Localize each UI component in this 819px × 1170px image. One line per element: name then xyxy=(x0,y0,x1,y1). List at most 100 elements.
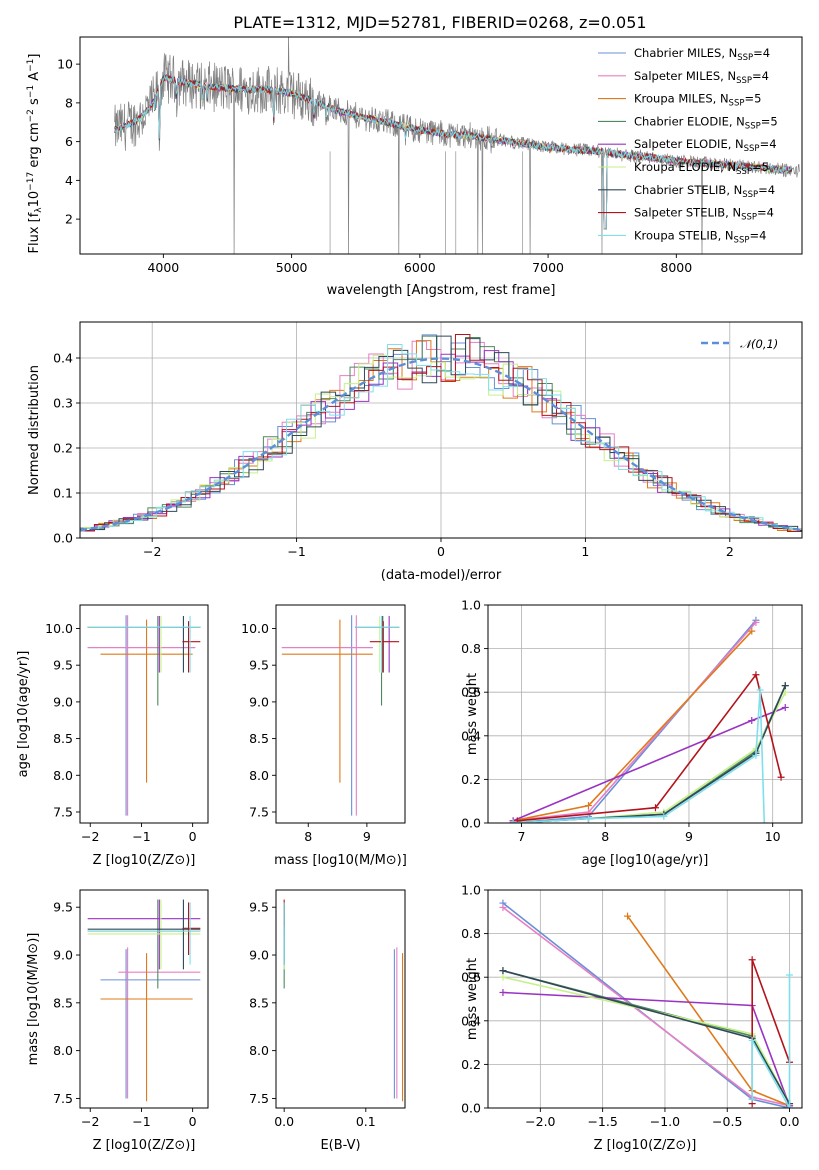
plot-area xyxy=(80,333,802,533)
y-tick-label: 9.5 xyxy=(249,900,269,915)
y-tick-label: 2 xyxy=(65,212,73,227)
y-tick-label: 7.5 xyxy=(53,804,73,819)
legend-label: Kroupa MILES, NSSP=5 xyxy=(634,92,761,109)
y-tick-label: 0.4 xyxy=(53,351,73,366)
series-line xyxy=(502,976,791,1104)
y-tick-label: 7.5 xyxy=(249,804,269,819)
series-line xyxy=(513,685,787,823)
legend-name: Kroupa ELODIE, N xyxy=(634,160,736,174)
x-axis-label: age [log10(age/yr)] xyxy=(582,853,709,868)
x-axis-label: E(B-V) xyxy=(320,1138,360,1153)
y-tick-label: 0.2 xyxy=(53,441,73,456)
panel-spectrum: 4000 5000 6000 7000 8000 2 4 6 8 10 wavelength [An… xyxy=(26,36,803,298)
plot-area xyxy=(87,615,201,816)
y-tick-label: 9.0 xyxy=(249,948,269,963)
x-tick-label: −1.5 xyxy=(587,1114,617,1129)
axes-frame xyxy=(79,36,803,255)
series-line xyxy=(751,975,791,1108)
legend-name: Salpeter STELIB, N xyxy=(634,206,741,220)
legend-tail: =5 xyxy=(761,114,778,128)
legend-tail: =4 xyxy=(753,46,770,60)
legend-sub: SSP xyxy=(736,76,752,86)
legend-tail: =4 xyxy=(757,206,774,220)
x-tick-label: 0 xyxy=(189,829,197,844)
x-axis-label: mass [log10(M/M⊙)] xyxy=(274,853,407,868)
series-line xyxy=(512,706,786,822)
data-point-marker xyxy=(584,815,592,823)
x-tick-label: −2 xyxy=(143,544,161,559)
legend-sub: SSP xyxy=(745,121,761,131)
y-tick-label: 8.5 xyxy=(53,995,73,1010)
x-tick-label: 0.1 xyxy=(356,1114,376,1129)
x-tick-label: 7 xyxy=(518,829,526,844)
legend-name: Salpeter ELODIE, N xyxy=(634,137,744,151)
data-point-marker xyxy=(781,703,789,711)
legend-sub: SSP xyxy=(744,144,760,154)
data-point-marker xyxy=(660,812,668,820)
model-spectrum-line xyxy=(114,73,792,230)
legend-sub: SSP xyxy=(736,167,752,177)
data-point-marker xyxy=(509,819,517,823)
axes-frame xyxy=(275,889,406,1109)
x-tick-label: 1 xyxy=(581,544,589,559)
y-axis-label: mass weight xyxy=(465,673,480,755)
legend-name: Kroupa STELIB, N xyxy=(634,228,734,242)
x-tick-label: 9 xyxy=(363,829,371,844)
plot-area xyxy=(283,899,404,1102)
histogram-step xyxy=(80,354,802,532)
x-tick-label: −0.5 xyxy=(712,1114,742,1129)
data-point-marker xyxy=(748,627,756,635)
legend-sub: SSP xyxy=(734,235,750,245)
x-axis-label: Z [log10(Z/Z⊙)] xyxy=(93,853,196,868)
y-tick-label: 0.0 xyxy=(461,1101,481,1116)
x-tick-label: 5000 xyxy=(276,260,308,275)
legend-label: Kroupa ELODIE, NSSP=5 xyxy=(634,160,769,177)
axes-frame xyxy=(487,604,803,824)
y-tick-label: 0.1 xyxy=(53,486,73,501)
x-tick-label: 8000 xyxy=(660,260,692,275)
series-line xyxy=(513,689,766,823)
data-point-marker xyxy=(748,1095,756,1103)
x-tick-label: 9 xyxy=(685,829,693,844)
panel-mass_weight_vs_Z: −2.0 −1.5 −1.0 −0.5 0.0 0.0 0.2 0.4 0.6 0.8 1.0 Z [… xyxy=(461,883,803,1153)
legend-tail: =5 xyxy=(752,160,769,174)
legend-name: Chabrier MILES, N xyxy=(634,46,737,60)
data-point-marker xyxy=(748,1036,756,1044)
panel-mass_vs_Z: −2 −1 0 7.5 8.0 8.5 9.0 9.5 Z [log10(Z/Z⊙)] mass … xyxy=(26,889,209,1153)
legend-label: Kroupa STELIB, NSSP=4 xyxy=(634,228,766,245)
figure-title: PLATE=1312, MJD=52781, FIBERID=0268, z=0… xyxy=(233,13,646,32)
y-tick-label: 0.6 xyxy=(461,970,481,985)
legend-label: Chabrier ELODIE, NSSP=5 xyxy=(634,114,778,131)
data-point-marker xyxy=(748,717,756,725)
y-tick-label: 0.0 xyxy=(53,531,73,546)
y-axis-label: age [log10(age/yr)] xyxy=(16,651,31,778)
x-tick-label: 8 xyxy=(304,829,312,844)
y-tick-label: 8 xyxy=(65,95,73,110)
y-tick-label: 8.5 xyxy=(249,995,269,1010)
data-point-marker xyxy=(760,819,768,823)
plot-area xyxy=(499,899,794,1108)
plot-area xyxy=(114,37,800,254)
plot-area xyxy=(509,616,789,823)
y-tick-label: 1.0 xyxy=(461,883,481,898)
y-tick-label: 10.0 xyxy=(241,621,269,636)
axes-frame xyxy=(79,321,803,539)
series-line xyxy=(513,619,757,823)
x-tick-label: −1 xyxy=(287,544,305,559)
x-tick-label: −1.0 xyxy=(650,1114,680,1129)
y-tick-label: 0.3 xyxy=(53,396,73,411)
data-point-marker xyxy=(786,971,794,979)
plot-area xyxy=(87,899,201,1102)
legend-tail: =4 xyxy=(749,228,766,242)
y-tick-label: 0.4 xyxy=(461,728,481,743)
legend-tail: =5 xyxy=(744,92,761,106)
legend-sub: SSP xyxy=(729,99,745,109)
axes-frame xyxy=(275,604,406,824)
y-tick-label: 8.0 xyxy=(53,768,73,783)
y-axis-label: mass weight xyxy=(465,958,480,1040)
legend-name: Kroupa MILES, N xyxy=(634,92,729,106)
data-point-marker xyxy=(752,618,760,626)
y-tick-label: 6 xyxy=(65,134,73,149)
y-tick-label: 8.0 xyxy=(53,1043,73,1058)
